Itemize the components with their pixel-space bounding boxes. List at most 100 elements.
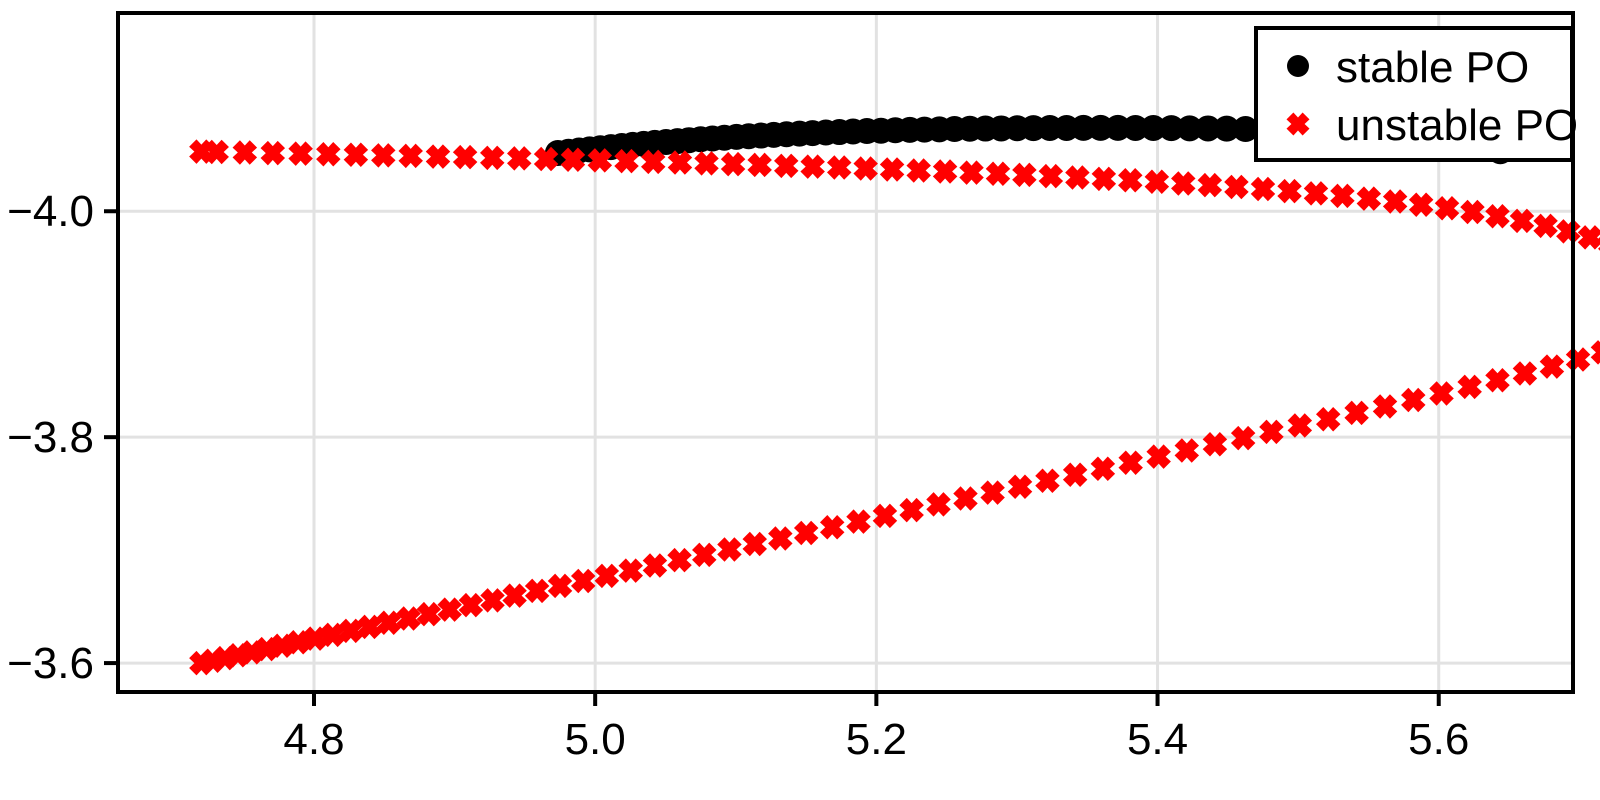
data-point-cross	[1533, 213, 1558, 239]
data-point-cross	[376, 610, 402, 636]
data-point-cross	[458, 592, 484, 618]
data-point-cross	[1509, 208, 1535, 234]
data-point-cross	[773, 153, 799, 179]
data-point-cross	[826, 155, 852, 180]
data-point-cross	[1315, 406, 1341, 432]
data-point-cross	[1344, 400, 1369, 426]
y-tick-label: −4.0	[7, 187, 94, 236]
data-point-cross	[694, 151, 719, 176]
data-point-cross	[717, 537, 742, 562]
data-point-cross	[480, 145, 505, 171]
data-point-cross	[793, 520, 819, 546]
legend-label: unstable PO	[1336, 101, 1578, 150]
data-point-circle	[1176, 115, 1203, 142]
data-point-cross	[1230, 425, 1256, 451]
data-point-cross	[398, 143, 423, 169]
data-point-cross	[1090, 456, 1116, 482]
y-tick-label: −3.6	[7, 639, 94, 688]
data-point-cross	[980, 480, 1005, 505]
data-point-cross	[642, 553, 668, 578]
x-tick-label: 5.6	[1408, 715, 1469, 764]
legend-entry-unstable-po[interactable]: unstable PO	[1286, 101, 1579, 150]
data-point-circle	[1213, 115, 1240, 142]
data-point-cross	[906, 158, 931, 183]
data-point-cross	[985, 161, 1011, 186]
data-point-cross	[338, 618, 364, 644]
data-point-cross	[357, 614, 382, 640]
data-point-cross	[1434, 195, 1460, 221]
data-point-cross	[768, 526, 793, 551]
x-tick-label: 4.8	[283, 715, 344, 764]
data-point-cross	[1224, 174, 1249, 200]
series-unstable-po	[189, 139, 1600, 676]
data-point-cross	[1485, 203, 1510, 229]
data-point-cross	[1197, 172, 1223, 198]
data-point-cross	[260, 140, 286, 166]
data-point-cross	[1539, 354, 1565, 379]
data-point-cross	[1372, 394, 1398, 419]
legend-dot-marker	[1287, 55, 1309, 77]
data-point-cross	[1202, 432, 1228, 457]
data-point-circle	[1195, 115, 1222, 142]
data-point-cross	[1007, 474, 1033, 500]
plot-frame	[116, 11, 1575, 694]
data-point-circle	[1140, 114, 1167, 141]
data-point-cross	[316, 141, 341, 167]
data-point-cross	[1303, 181, 1329, 206]
data-point-cross	[932, 159, 958, 184]
axes-frame	[116, 11, 1575, 694]
data-point-cross	[1485, 367, 1510, 393]
data-point-cross	[1259, 419, 1284, 445]
data-point-cross	[853, 156, 878, 181]
data-point-cross	[1590, 340, 1600, 365]
legend-box	[1254, 26, 1574, 162]
data-point-cross	[587, 148, 613, 173]
data-point-cross	[720, 151, 746, 177]
data-point-cross	[320, 622, 345, 648]
data-point-cross	[747, 152, 772, 178]
data-point-cross	[846, 509, 871, 534]
data-point-cross	[1091, 166, 1117, 192]
legend-cross-marker	[1286, 112, 1310, 136]
data-point-cross	[953, 486, 978, 511]
legend-entry-stable-po[interactable]: stable PO	[1287, 43, 1529, 92]
data-point-cross	[1035, 468, 1060, 494]
data-point-cross	[416, 601, 442, 627]
y-tick-label: −3.8	[7, 413, 94, 462]
data-point-cross	[872, 503, 898, 529]
data-point-cross	[1356, 186, 1382, 211]
data-point-cross	[879, 157, 905, 182]
data-point-cross	[1382, 189, 1408, 214]
data-point-circle	[1122, 114, 1149, 141]
legend[interactable]: stable PO unstable PO	[1254, 26, 1579, 162]
data-point-cross	[343, 142, 369, 168]
data-point-cross	[1118, 450, 1143, 475]
data-point-cross	[507, 146, 532, 171]
data-point-cross	[1457, 374, 1482, 400]
data-point-cross	[285, 630, 311, 655]
data-point-cross	[570, 568, 596, 594]
data-point-cross	[667, 547, 692, 573]
data-point-cross	[371, 143, 396, 168]
data-point-cross	[692, 542, 717, 568]
data-point-cross	[425, 144, 451, 169]
data-point-cross	[959, 160, 984, 185]
data-point-cross	[302, 626, 328, 651]
data-point-cross	[1062, 462, 1088, 488]
data-point-cross	[819, 515, 845, 540]
data-point-cross	[437, 597, 462, 622]
data-point-cross	[547, 573, 573, 599]
data-point-cross	[926, 492, 951, 517]
data-point-cross	[1118, 168, 1143, 193]
data-point-cross	[1038, 163, 1064, 189]
data-point-cross	[1330, 183, 1355, 209]
data-point-cross	[524, 578, 550, 604]
data-markers	[189, 114, 1600, 676]
data-point-cross	[1287, 413, 1313, 438]
data-point-cross	[1065, 165, 1090, 190]
data-point-cross	[640, 149, 666, 175]
data-point-cross	[1408, 192, 1434, 217]
data-point-cross	[1277, 178, 1302, 204]
